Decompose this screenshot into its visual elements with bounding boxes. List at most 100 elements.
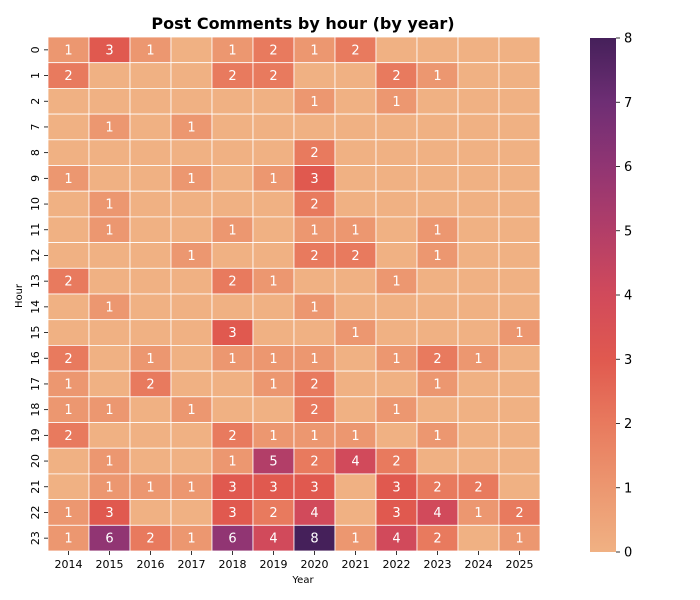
colorbar-tick-label: 3 bbox=[624, 353, 632, 368]
cell-value-label: 1 bbox=[351, 223, 359, 238]
heatmap-cell bbox=[293, 499, 336, 526]
cell-value-label: 1 bbox=[187, 120, 195, 135]
heatmap-cell bbox=[334, 267, 377, 295]
cell-value-label: 2 bbox=[64, 275, 72, 290]
cell-value-label: 1 bbox=[228, 43, 236, 58]
heatmap-cell bbox=[88, 319, 131, 346]
cell-value-label: 2 bbox=[310, 249, 318, 264]
heatmap-cell bbox=[211, 139, 254, 166]
heatmap-cell bbox=[88, 62, 131, 89]
heatmap-cell bbox=[129, 216, 172, 243]
cell-value-label: 2 bbox=[269, 43, 277, 58]
cell-value-label: 3 bbox=[228, 480, 236, 495]
x-tick-label: 2018 bbox=[219, 558, 247, 571]
heatmap-cell bbox=[252, 88, 295, 115]
heatmap-cell bbox=[129, 242, 172, 269]
heatmap-cell bbox=[129, 370, 172, 398]
cell-value-label: 1 bbox=[269, 429, 277, 444]
heatmap-cell bbox=[88, 344, 131, 372]
heatmap-cell bbox=[88, 447, 131, 475]
x-tick-label: 2019 bbox=[260, 558, 288, 571]
heatmap-cells bbox=[47, 36, 541, 552]
heatmap-cell bbox=[252, 344, 295, 372]
heatmap-cell bbox=[252, 190, 295, 218]
cell-value-label: 2 bbox=[228, 275, 236, 290]
x-axis-label: Year bbox=[291, 575, 314, 586]
heatmap-cell bbox=[129, 62, 172, 89]
x-tick-label: 2017 bbox=[178, 558, 206, 571]
heatmap-cell bbox=[457, 499, 500, 526]
heatmap-cell bbox=[375, 242, 418, 269]
cell-value-label: 1 bbox=[351, 532, 359, 547]
heatmap-cell bbox=[334, 62, 377, 89]
heatmap-cell bbox=[457, 88, 500, 115]
heatmap-cell bbox=[457, 216, 500, 243]
heatmap-cell bbox=[416, 344, 459, 372]
y-tick-label: 21 bbox=[29, 480, 42, 494]
cell-value-label: 3 bbox=[228, 506, 236, 521]
cell-value-label: 1 bbox=[228, 223, 236, 238]
heatmap-cell bbox=[252, 499, 295, 526]
cell-value-label: 3 bbox=[310, 480, 318, 495]
cell-value-label: 1 bbox=[64, 403, 72, 418]
cell-value-label: 1 bbox=[146, 352, 154, 367]
heatmap-cell bbox=[416, 473, 459, 500]
heatmap-cell bbox=[457, 344, 500, 372]
heatmap-cell bbox=[293, 524, 336, 552]
cell-value-label: 2 bbox=[515, 506, 523, 521]
heatmap-cell bbox=[416, 190, 459, 218]
heatmap-cell bbox=[416, 88, 459, 115]
cell-value-label: 2 bbox=[269, 69, 277, 84]
cell-value-label: 1 bbox=[187, 403, 195, 418]
heatmap-cell bbox=[498, 88, 541, 115]
heatmap-cell bbox=[293, 36, 336, 64]
cell-value-label: 2 bbox=[310, 198, 318, 213]
cell-value-label: 5 bbox=[269, 455, 277, 470]
cell-value-label: 2 bbox=[64, 352, 72, 367]
cell-value-label: 2 bbox=[64, 69, 72, 84]
heatmap-cell bbox=[457, 396, 500, 423]
cell-value-label: 2 bbox=[310, 403, 318, 418]
cell-value-label: 1 bbox=[187, 172, 195, 187]
heatmap-cell bbox=[129, 422, 172, 449]
heatmap-cell bbox=[170, 62, 213, 89]
colorbar-tick-label: 7 bbox=[624, 96, 632, 111]
heatmap-cell bbox=[457, 242, 500, 269]
heatmap-cell bbox=[252, 139, 295, 166]
cell-value-label: 1 bbox=[269, 275, 277, 290]
heatmap-cell bbox=[457, 267, 500, 295]
heatmap-cell bbox=[416, 396, 459, 423]
heatmap-cell bbox=[334, 113, 377, 141]
cell-value-label: 1 bbox=[228, 352, 236, 367]
heatmap-cell bbox=[88, 242, 131, 269]
cell-value-label: 1 bbox=[433, 69, 441, 84]
x-tick-label: 2022 bbox=[383, 558, 411, 571]
heatmap-cell bbox=[170, 242, 213, 269]
heatmap-cell bbox=[293, 473, 336, 500]
heatmap-cell bbox=[129, 113, 172, 141]
chart-title: Post Comments by hour (by year) bbox=[151, 14, 454, 33]
cell-value-label: 1 bbox=[105, 120, 113, 135]
cell-value-label: 2 bbox=[64, 429, 72, 444]
y-tick-label: 18 bbox=[29, 403, 42, 417]
heatmap-cell bbox=[416, 267, 459, 295]
cell-value-label: 1 bbox=[515, 532, 523, 547]
heatmap-cell bbox=[252, 473, 295, 500]
heatmap-cell bbox=[334, 473, 377, 500]
heatmap-cell bbox=[498, 190, 541, 218]
heatmap-cell bbox=[375, 165, 418, 192]
y-axis-label: Hour bbox=[14, 283, 25, 308]
heatmap-cell bbox=[211, 88, 254, 115]
cell-value-label: 1 bbox=[433, 249, 441, 264]
heatmap-cell bbox=[334, 344, 377, 372]
heatmap-cell bbox=[334, 396, 377, 423]
cell-value-label: 1 bbox=[228, 455, 236, 470]
heatmap-cell bbox=[375, 190, 418, 218]
x-tick-label: 2021 bbox=[342, 558, 370, 571]
x-tick-label: 2014 bbox=[55, 558, 83, 571]
cell-value-label: 3 bbox=[228, 326, 236, 341]
heatmap-cell bbox=[457, 319, 500, 346]
y-tick-label: 9 bbox=[29, 175, 42, 182]
heatmap-cell bbox=[293, 139, 336, 166]
heatmap-cell bbox=[252, 524, 295, 552]
